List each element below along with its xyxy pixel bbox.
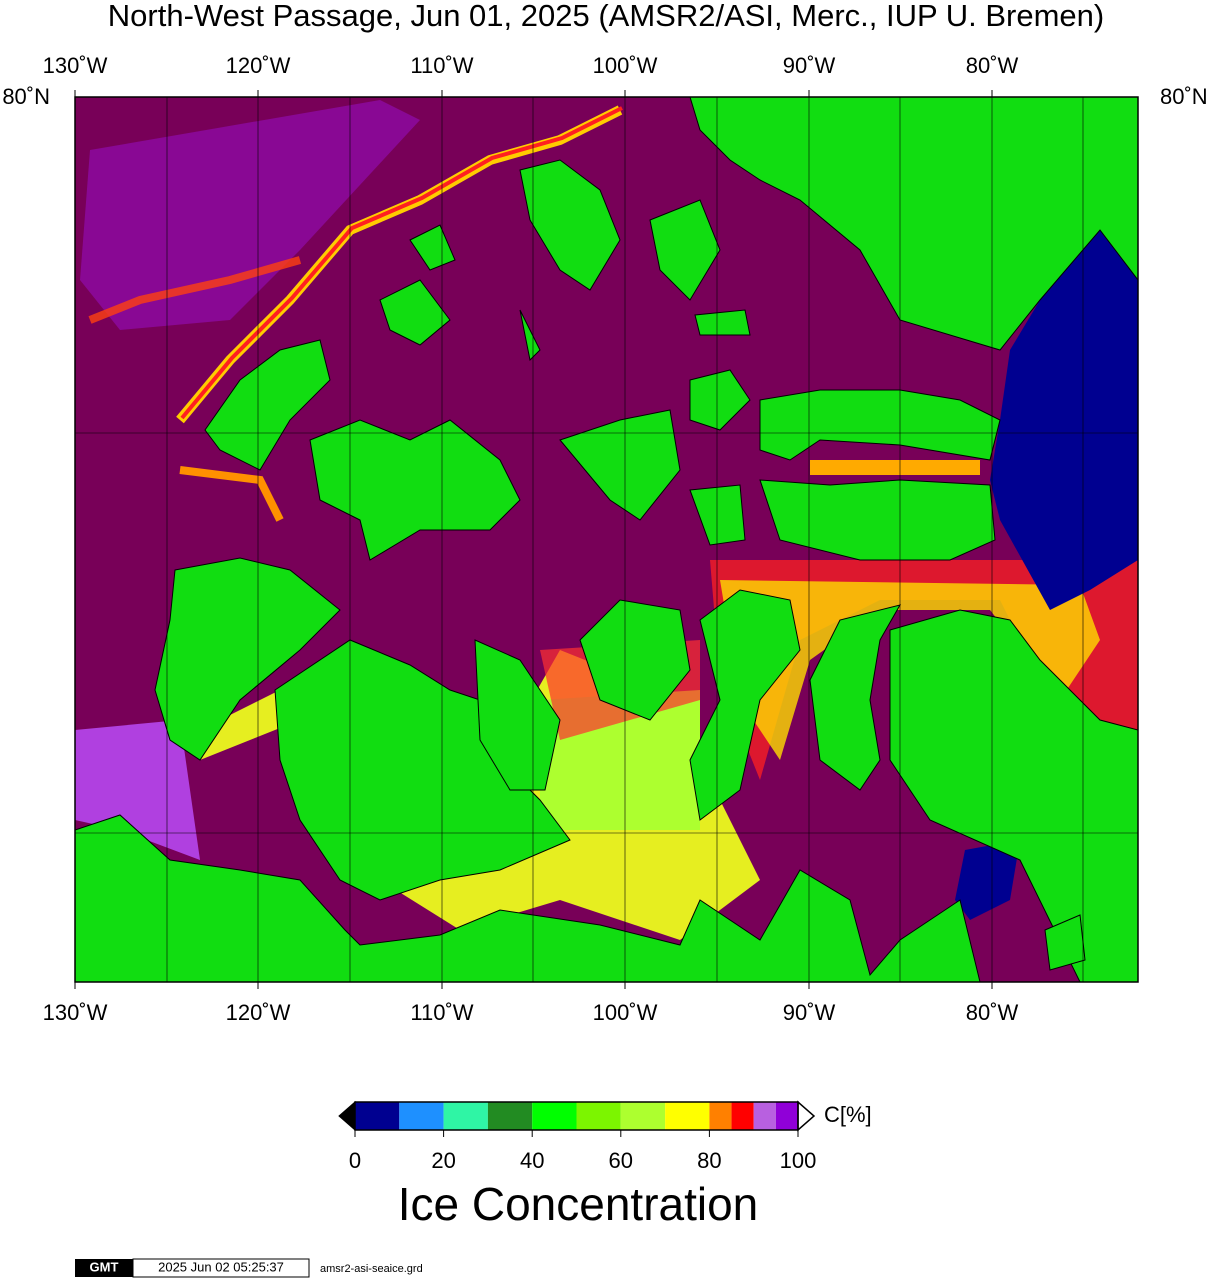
land <box>559 409 681 521</box>
lon-label: 130˚W <box>43 53 108 78</box>
ice-band <box>179 466 284 522</box>
colorbar-tick-label: 0 <box>349 1148 361 1173</box>
lat-label: 80˚N <box>2 84 50 109</box>
colorbar-swatch <box>753 1102 776 1130</box>
lon-label: 90˚W <box>783 1000 836 1025</box>
ice-band <box>80 100 420 330</box>
colorbar-swatch <box>709 1102 732 1130</box>
lat-label: 80˚N <box>1160 84 1208 109</box>
fast-ice <box>990 230 1138 610</box>
colorbar-swatch <box>487 1102 533 1130</box>
land <box>1044 914 1086 971</box>
lon-label: 90˚W <box>783 53 836 78</box>
lon-label: 110˚W <box>410 1000 473 1025</box>
gmt-logo-text: GMT <box>90 1259 119 1274</box>
land <box>759 389 1001 461</box>
land <box>809 604 902 791</box>
colorbar-tick-label: 60 <box>609 1148 633 1173</box>
land <box>759 479 996 561</box>
colorbar-swatch <box>532 1102 577 1130</box>
land <box>474 639 561 791</box>
map-frame <box>74 96 1139 983</box>
map <box>75 97 1138 982</box>
land <box>519 159 621 291</box>
ice-band <box>180 106 623 420</box>
colorbar-tick-label: 40 <box>520 1148 544 1173</box>
land <box>689 589 801 821</box>
ice-band <box>88 256 302 324</box>
lon-label: 100˚W <box>593 53 658 78</box>
colorbar-tick-label: 20 <box>431 1148 455 1173</box>
colorbar-swatch <box>775 1102 798 1130</box>
over-triangle <box>797 1100 816 1132</box>
land <box>379 279 451 346</box>
under-triangle <box>338 1100 356 1132</box>
land <box>689 484 746 546</box>
colorbar-unit: C[%] <box>824 1102 872 1127</box>
land <box>274 639 571 901</box>
colorbar-tick-label: 100 <box>780 1148 817 1173</box>
colorbar-swatch <box>731 1102 754 1130</box>
timestamp: 2025 Jun 02 05:25:37 <box>158 1259 284 1274</box>
land <box>204 339 331 471</box>
lon-label: 80˚W <box>966 1000 1019 1025</box>
land <box>409 224 456 271</box>
colorbar: 0 20 40 60 80 100 C[%] <box>338 1100 872 1173</box>
title: North-West Passage, Jun 01, 2025 (AMSR2/… <box>108 0 1104 33</box>
colorbar-swatch <box>355 1102 400 1130</box>
ice-band <box>810 460 980 475</box>
timestamp-box <box>132 1258 310 1278</box>
lon-label: 130˚W <box>43 1000 108 1025</box>
colorbar-title: Ice Concentration <box>398 1178 759 1230</box>
colorbar-frame <box>354 1101 799 1131</box>
lon-label: 120˚W <box>226 1000 291 1025</box>
colorbar-swatch <box>576 1102 621 1130</box>
file-name: amsr2-asi-seaice.grd <box>320 1263 423 1275</box>
land <box>689 369 751 431</box>
land <box>579 599 691 721</box>
land <box>519 309 541 362</box>
fast-ice <box>955 840 1020 920</box>
land <box>649 199 721 301</box>
lon-label: 100˚W <box>593 1000 658 1025</box>
lon-label: 110˚W <box>410 53 473 78</box>
colorbar-swatch <box>620 1102 666 1130</box>
land <box>889 609 1138 982</box>
land <box>694 309 751 336</box>
lon-label: 120˚W <box>226 53 291 78</box>
lon-ticks: 130˚W 120˚W 110˚W 100˚W 90˚W 80˚W 130˚W 120˚W 11… <box>43 53 1019 1025</box>
graticule <box>75 97 1138 982</box>
land <box>309 419 521 561</box>
land <box>154 557 341 761</box>
gmt-logo <box>75 1259 133 1277</box>
colorbar-swatch <box>665 1102 710 1130</box>
colorbar-tick-label: 80 <box>697 1148 721 1173</box>
lon-label: 80˚W <box>966 53 1019 78</box>
colorbar-swatch <box>399 1102 444 1130</box>
colorbar-swatch <box>443 1102 488 1130</box>
land <box>75 814 981 982</box>
